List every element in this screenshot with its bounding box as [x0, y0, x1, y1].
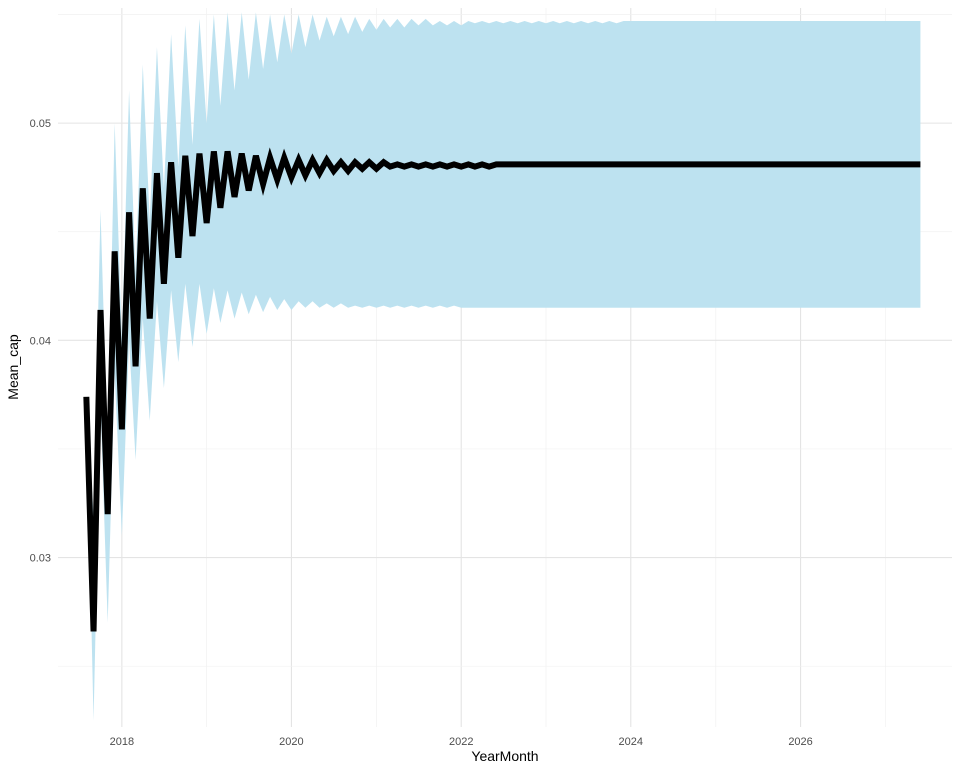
y-tick-label: 0.05 — [30, 118, 51, 130]
x-tick-label: 2022 — [449, 736, 473, 748]
confidence-band-group — [86, 12, 921, 721]
x-tick-label: 2020 — [279, 736, 303, 748]
y-tick-label: 0.03 — [30, 553, 51, 565]
x-tick-label: 2026 — [788, 736, 812, 748]
y-tick-label: 0.04 — [30, 335, 51, 347]
x-tick-label: 2018 — [110, 736, 134, 748]
mean-line-group — [83, 147, 921, 632]
confidence-band — [86, 12, 921, 721]
series-line — [83, 147, 921, 632]
x-axis-title: YearMonth — [471, 748, 538, 764]
x-tick-label: 2024 — [619, 736, 643, 748]
tick-labels: 2018 2020 2022 2024 2026 0.03 0.04 0.05 — [30, 118, 813, 748]
y-axis-title: Mean_cap — [5, 334, 21, 400]
